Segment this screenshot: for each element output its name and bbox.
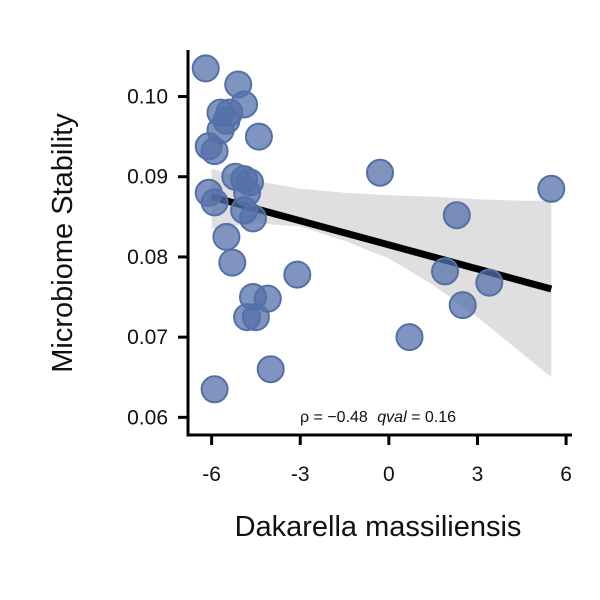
data-point-26	[256, 355, 285, 384]
rho-text: ρ = −0.48	[300, 409, 368, 426]
data-point-18	[239, 204, 267, 233]
x-axis-label: Dakarella massiliensis	[235, 511, 522, 543]
y-tick-label: 0.08	[127, 246, 168, 269]
data-point-33	[475, 268, 504, 297]
y-axis-label: Microbiome Stability	[47, 113, 79, 373]
data-point-27	[200, 375, 229, 404]
data-point-8	[244, 122, 273, 151]
data-point-19	[212, 222, 241, 251]
data-point-1	[191, 54, 220, 83]
x-tick-label: -3	[291, 463, 310, 486]
x-tick-label: 0	[383, 463, 395, 486]
q-label: qval	[377, 409, 407, 426]
data-point-30	[431, 257, 459, 286]
x-tick-label: 3	[472, 463, 484, 486]
data-point-16	[200, 188, 229, 217]
q-text: = 0.16	[411, 409, 456, 426]
data-point-34	[537, 174, 566, 203]
x-tick-label: 6	[560, 463, 572, 486]
y-tick-label: 0.06	[127, 406, 168, 429]
y-tick-label: 0.09	[127, 166, 168, 189]
data-point-21	[283, 260, 312, 289]
data-point-28	[366, 158, 394, 187]
data-point-32	[448, 291, 477, 320]
axes-layer: 0.06 0.07 0.08 0.09 0.10 -6 -3 0 3 6	[127, 50, 572, 486]
correlation-annotation: ρ = −0.48 qval = 0.16	[300, 409, 456, 426]
data-point-31	[442, 201, 471, 230]
data-point-29	[395, 323, 424, 352]
data-point-25	[241, 303, 270, 332]
x-tick-label: -6	[202, 463, 221, 486]
data-points-layer	[191, 54, 566, 404]
data-point-20	[218, 248, 247, 277]
data-point-10	[200, 137, 229, 166]
y-tick-label: 0.07	[127, 326, 168, 349]
y-tick-label: 0.10	[127, 86, 168, 109]
